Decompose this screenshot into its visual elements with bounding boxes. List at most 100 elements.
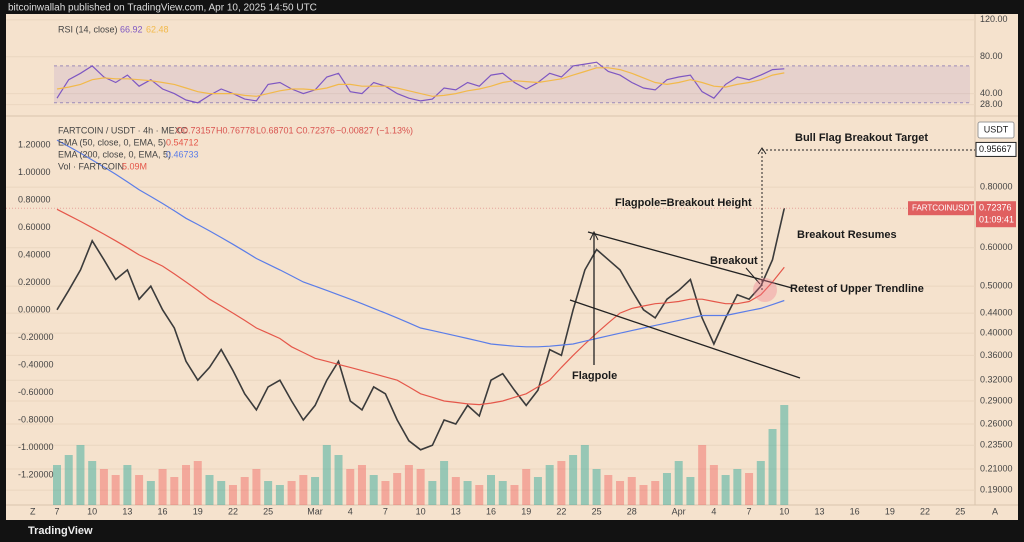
price-box [976, 201, 1016, 228]
volume-bar [357, 465, 366, 505]
x-tick-label: 28 [627, 506, 637, 516]
y-tick-label: 80.00 [980, 51, 1003, 61]
volume-bar [158, 469, 167, 505]
symbol-label: FARTCOINUSDT [912, 203, 974, 212]
legend-name: EMA (200, close, 0, EMA, 5) [58, 149, 171, 159]
volume-bar [510, 485, 519, 505]
y2-tick-label: 1.00000 [18, 167, 51, 177]
ohlc-value: −0.00827 (−1.13%) [336, 125, 413, 135]
legend-value: 5.09M [122, 161, 147, 171]
rsi-band [54, 65, 970, 103]
x-tick-label: 13 [814, 506, 824, 516]
volume-bar [240, 477, 249, 505]
volume-bar [76, 445, 85, 505]
y2-tick-label: 0.00000 [18, 304, 51, 314]
volume-bar [264, 481, 273, 505]
x-tick-label: 25 [263, 506, 273, 516]
volume-bar [522, 469, 531, 505]
legend-value: 0.54712 [166, 137, 199, 147]
volume-bar [217, 481, 226, 505]
x-tick-label: 22 [920, 506, 930, 516]
volume-bar [205, 475, 214, 505]
x-tick-label: 25 [955, 506, 965, 516]
x-tick-label: 19 [521, 506, 531, 516]
y2-tick-label: 1.20000 [18, 139, 51, 149]
y2-tick-label: 0.20000 [18, 277, 51, 287]
header-title: bitcoinwallah published on TradingView.c… [8, 3, 317, 14]
x-tick-label: 4 [711, 506, 716, 516]
annotation: Breakout Resumes [797, 229, 897, 241]
drawings [569, 147, 975, 379]
x-tick-label: Mar [307, 506, 323, 516]
x-tick-label: 10 [779, 506, 789, 516]
y-tick-label: 0.44000 [980, 307, 1013, 317]
legend-value: 0.46733 [166, 149, 199, 159]
y-tick-label: 0.50000 [980, 281, 1013, 291]
upper-trendline [587, 231, 793, 289]
y-tick-label: 0.29000 [980, 395, 1013, 405]
series-line [56, 208, 785, 406]
series-line [56, 67, 785, 97]
zoom-button[interactable]: Z [30, 506, 36, 516]
volume-bar [475, 485, 484, 505]
ohlc-value: C0.72376 [296, 125, 335, 135]
volume-bar [346, 469, 355, 505]
x-tick-label: 13 [122, 506, 132, 516]
x-tick-label: 22 [228, 506, 238, 516]
y-tick-label: 0.21000 [980, 463, 1013, 473]
currency-label: USDT [984, 124, 1009, 134]
volume-bar [487, 475, 496, 505]
legend-name: FARTCOIN / USDT · 4h · MEXC [58, 125, 188, 135]
volume-bar [557, 461, 566, 505]
volume-bar [651, 481, 660, 505]
price-label: 0.72376 [979, 203, 1012, 213]
volume-bar [334, 455, 343, 505]
y-tick-label: 0.40000 [980, 328, 1013, 338]
volume-bar [275, 485, 284, 505]
y2-tick-label: 0.80000 [18, 194, 51, 204]
y2-tick-label: 0.40000 [18, 249, 51, 259]
x-tick-label: 25 [592, 506, 602, 516]
volume-bar [745, 473, 754, 505]
volume-bar [733, 469, 742, 505]
y-tick-label: 0.26000 [980, 418, 1013, 428]
annotation: Breakout [710, 255, 758, 267]
annotation: Retest of Upper Trendline [790, 283, 924, 295]
x-tick-label: 4 [348, 506, 353, 516]
volume-bar [111, 475, 120, 505]
volume-bar [311, 477, 320, 505]
annotation: Flagpole=Breakout Height [615, 197, 752, 209]
volume-bar [768, 429, 777, 505]
annotation: Flagpole [572, 370, 617, 382]
volume-bar [299, 475, 308, 505]
legend-value: 66.92 [120, 24, 143, 34]
volume-bar [592, 469, 601, 505]
volume-bar [756, 461, 765, 505]
breakout-arrow [745, 267, 761, 285]
target-line [761, 149, 975, 290]
x-tick-label: 19 [193, 506, 203, 516]
volume-bar [440, 461, 449, 505]
currency-button[interactable] [977, 121, 1015, 139]
symbol-box [908, 201, 974, 216]
ohlc-value: L0.68701 [256, 125, 294, 135]
legend-name: EMA (50, close, 0, EMA, 5) [58, 137, 166, 147]
target-price-label: 0.95667 [979, 144, 1012, 154]
y2-tick-label: -1.00000 [18, 442, 54, 452]
volume-bar [123, 465, 132, 505]
volume-bar [580, 445, 589, 505]
x-tick-label: 10 [87, 506, 97, 516]
target-price-box [975, 141, 1017, 157]
x-tick-label: 22 [556, 506, 566, 516]
volume-bar [451, 477, 460, 505]
x-tick-label: 7 [54, 506, 59, 516]
volume-bar [193, 461, 202, 505]
auto-button[interactable]: A [992, 506, 998, 516]
volume-bar [287, 481, 296, 505]
x-tick-label: 7 [383, 506, 388, 516]
y-tick-label: 0.19000 [980, 484, 1013, 494]
y2-tick-label: 0.60000 [18, 222, 51, 232]
flagpole-arrow [589, 230, 599, 241]
x-tick-label: 16 [158, 506, 168, 516]
